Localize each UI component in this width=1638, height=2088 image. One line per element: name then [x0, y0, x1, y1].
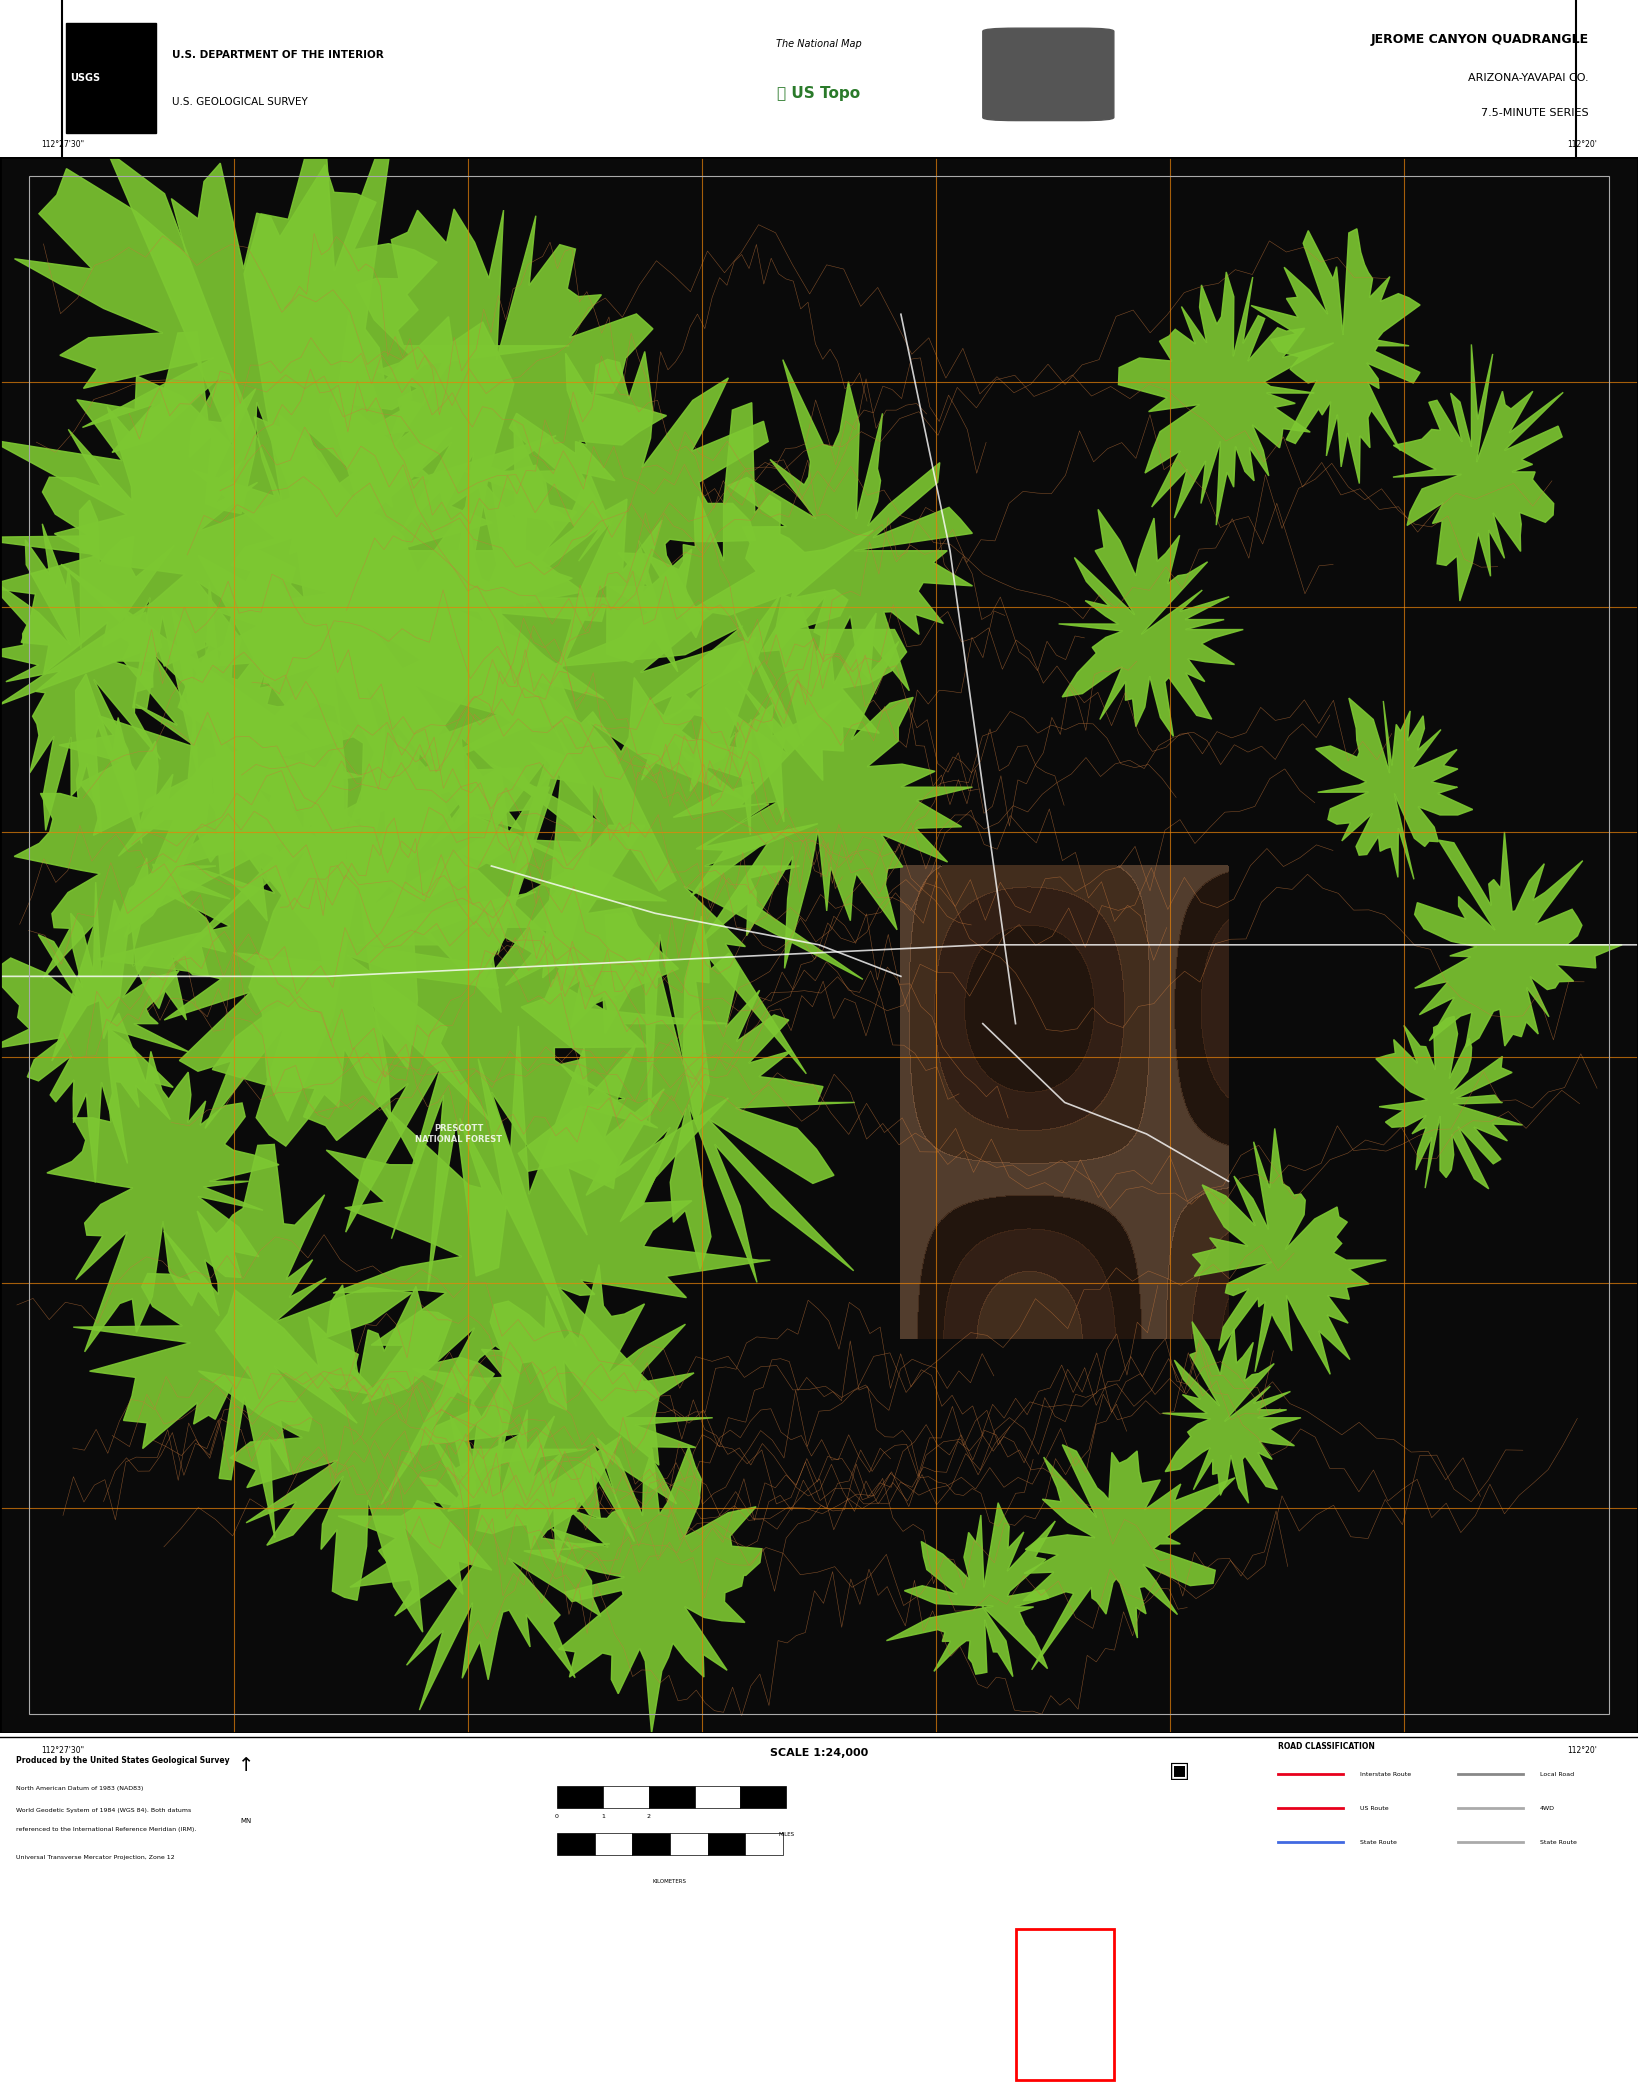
Text: SCALE 1:24,000: SCALE 1:24,000 [770, 1748, 868, 1758]
Text: U.S. DEPARTMENT OF THE INTERIOR: U.S. DEPARTMENT OF THE INTERIOR [172, 50, 383, 61]
Text: State Route: State Route [1540, 1840, 1577, 1844]
Polygon shape [0, 858, 188, 1182]
Polygon shape [1251, 230, 1420, 484]
Polygon shape [61, 416, 667, 1121]
Text: 2: 2 [647, 1814, 650, 1819]
Text: MILES: MILES [778, 1833, 794, 1837]
Polygon shape [183, 315, 608, 900]
Bar [670, 1833, 708, 1856]
Text: 🌿 US Topo: 🌿 US Topo [778, 86, 860, 102]
Bar [1016, 1929, 1114, 2080]
Text: referenced to the International Reference Meridian (IRM).: referenced to the International Referenc… [16, 1827, 197, 1831]
Polygon shape [198, 1284, 586, 1633]
Polygon shape [1024, 1445, 1235, 1670]
Polygon shape [213, 735, 727, 1347]
Text: KILOMETERS: KILOMETERS [654, 1879, 686, 1883]
Bar [603, 1785, 649, 1808]
Polygon shape [1058, 509, 1243, 737]
Text: PRESCOTT
NATIONAL FOREST: PRESCOTT NATIONAL FOREST [414, 1123, 503, 1144]
Text: ↑: ↑ [238, 1756, 254, 1775]
Text: North American Datum of 1983 (NAD83): North American Datum of 1983 (NAD83) [16, 1785, 144, 1792]
Polygon shape [0, 332, 357, 775]
Polygon shape [48, 1013, 278, 1351]
Text: 1: 1 [601, 1814, 604, 1819]
Text: 7.5-MINUTE SERIES: 7.5-MINUTE SERIES [1481, 109, 1589, 117]
Polygon shape [326, 1025, 770, 1503]
Polygon shape [462, 351, 768, 689]
Text: U.S. GEOLOGICAL SURVEY: U.S. GEOLOGICAL SURVEY [172, 96, 308, 106]
Text: Produced by the United States Geological Survey: Produced by the United States Geological… [16, 1756, 229, 1764]
Text: The National Map: The National Map [776, 40, 862, 48]
FancyBboxPatch shape [983, 29, 1114, 121]
Polygon shape [413, 1265, 713, 1562]
Text: USGS: USGS [70, 73, 100, 84]
Bar [649, 1785, 695, 1808]
Text: Universal Transverse Mercator Projection, Zone 12: Universal Transverse Mercator Projection… [16, 1856, 175, 1860]
Text: World Geodetic System of 1984 (WGS 84). Both datums: World Geodetic System of 1984 (WGS 84). … [16, 1808, 192, 1812]
Polygon shape [468, 595, 863, 1125]
Polygon shape [1119, 271, 1333, 526]
Text: US Route: US Route [1360, 1806, 1387, 1810]
Polygon shape [74, 1144, 411, 1539]
Polygon shape [524, 1439, 762, 1733]
Polygon shape [886, 1503, 1055, 1677]
Text: ▣: ▣ [1170, 1762, 1189, 1781]
Text: JEROME CANYON QUADRANGLE: JEROME CANYON QUADRANGLE [1371, 33, 1589, 46]
Text: Interstate Route: Interstate Route [1360, 1773, 1410, 1777]
Text: ARIZONA-YAVAPAI CO.: ARIZONA-YAVAPAI CO. [1468, 73, 1589, 84]
Bar [745, 1833, 783, 1856]
Polygon shape [0, 92, 583, 900]
Bar [557, 1833, 595, 1856]
Text: 0: 0 [555, 1814, 559, 1819]
Polygon shape [518, 912, 855, 1282]
Polygon shape [59, 583, 362, 938]
Bar [595, 1833, 632, 1856]
Polygon shape [549, 403, 906, 835]
Polygon shape [693, 359, 973, 691]
Text: MN: MN [241, 1817, 251, 1823]
Polygon shape [1163, 1322, 1301, 1503]
Bar [695, 1785, 740, 1808]
Polygon shape [672, 595, 973, 969]
Text: 112°20': 112°20' [1568, 1746, 1597, 1754]
Text: State Route: State Route [1360, 1840, 1397, 1844]
Polygon shape [1415, 831, 1622, 1046]
Polygon shape [1376, 1017, 1523, 1188]
Polygon shape [290, 209, 667, 608]
Polygon shape [1315, 697, 1473, 879]
Polygon shape [1192, 1128, 1386, 1374]
Polygon shape [1392, 345, 1563, 601]
Text: 4WD: 4WD [1540, 1806, 1554, 1810]
Text: 112°27'30": 112°27'30" [41, 1746, 84, 1754]
Bar [708, 1833, 745, 1856]
Bar [632, 1833, 670, 1856]
Text: 112°27'30": 112°27'30" [41, 140, 84, 148]
Text: ROAD CLASSIFICATION: ROAD CLASSIFICATION [1278, 1741, 1374, 1752]
Text: Local Road: Local Road [1540, 1773, 1574, 1777]
Polygon shape [15, 674, 246, 1061]
Polygon shape [15, 163, 568, 549]
Text: 112°20': 112°20' [1568, 140, 1597, 148]
Bar [557, 1785, 603, 1808]
Polygon shape [337, 1380, 621, 1710]
Polygon shape [98, 722, 536, 1146]
Bar [740, 1785, 786, 1808]
Bar [66, 23, 156, 134]
Polygon shape [0, 501, 174, 844]
Polygon shape [292, 424, 755, 977]
